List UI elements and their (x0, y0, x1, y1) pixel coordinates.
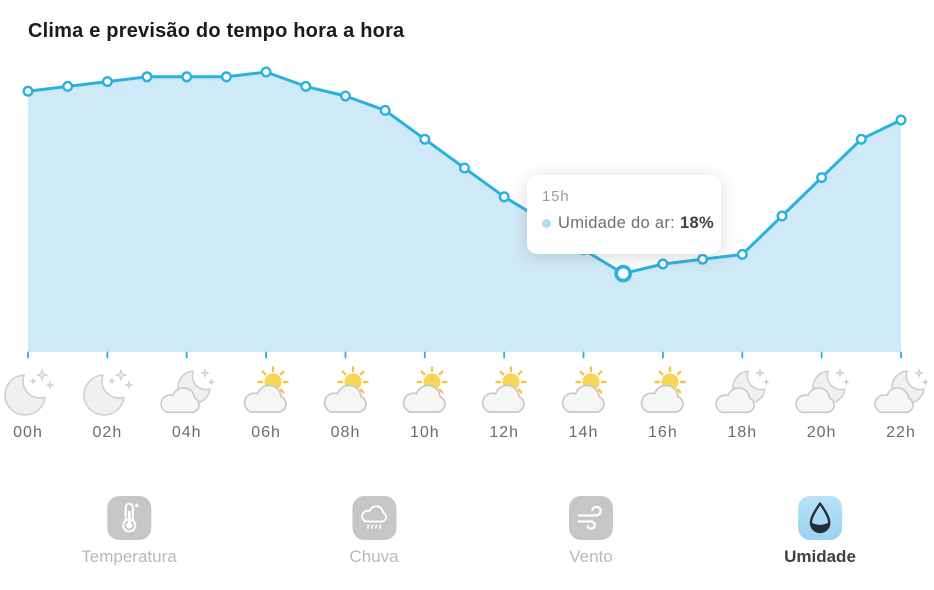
hour-label: 06h (251, 424, 281, 441)
series-dot-icon (542, 219, 551, 228)
chart-point[interactable] (379, 104, 391, 116)
chart-point[interactable] (816, 172, 828, 184)
forecast-hour-16h: 16h (630, 366, 696, 442)
wind-icon (569, 496, 613, 540)
chart-point[interactable] (459, 162, 471, 174)
chart-point[interactable] (340, 90, 352, 102)
forecast-hour-20h: 20h (789, 366, 855, 442)
hour-label: 10h (409, 424, 440, 441)
forecast-hour-04h: 04h (154, 366, 220, 442)
forecast-hour-12h: 12h (471, 366, 537, 442)
chart-line (26, 70, 903, 276)
forecast-hour-18h: 18h (709, 366, 775, 442)
x-axis-tick (741, 351, 744, 359)
x-axis-tick (503, 351, 506, 359)
forecast-hour-00h: 00h (0, 366, 61, 442)
moon-cloud-icon (794, 366, 850, 420)
chart-point[interactable] (498, 191, 510, 203)
moon-cloud-icon (159, 366, 215, 420)
sun-cloud-icon (238, 366, 294, 420)
tab-temperatura[interactable]: Temperatura (81, 496, 177, 567)
chart-point[interactable] (776, 210, 788, 222)
chart-area-fill (28, 72, 901, 352)
sun-cloud-icon (556, 366, 612, 420)
hour-label: 00h (13, 424, 43, 441)
hour-label: 12h (489, 424, 520, 441)
chart-point[interactable] (855, 133, 867, 145)
tab-label: Chuva (349, 547, 399, 566)
chart-point[interactable] (141, 71, 153, 83)
tab-chuva[interactable]: Chuva (349, 496, 399, 567)
tooltip-series-label: Umidade do ar: (558, 214, 676, 232)
chart-point[interactable] (101, 76, 113, 88)
chart-point[interactable] (22, 85, 34, 97)
x-axis-tick (900, 351, 902, 359)
chart-point[interactable] (697, 253, 709, 265)
tooltip-hour: 15h (542, 188, 570, 205)
hour-label: 16h (648, 424, 678, 441)
tooltip-value: 18% (680, 214, 714, 232)
x-axis-tick (582, 351, 585, 359)
chart-point[interactable] (419, 133, 431, 145)
forecast-hour-10h: 10h (392, 366, 458, 442)
hour-label: 08h (330, 424, 361, 441)
tab-label: Vento (569, 547, 613, 566)
chart-point[interactable] (736, 248, 748, 260)
moon-cloud-icon (873, 366, 929, 420)
x-axis-tick (423, 351, 426, 359)
moon-cloud-icon (714, 366, 770, 420)
sun-cloud-icon (476, 366, 532, 420)
x-axis-tick (265, 351, 267, 359)
tab-label: Temperatura (81, 547, 177, 566)
page-title: Clima e previsão do tempo hora a hora (28, 20, 405, 42)
forecast-hour-08h: 08h (313, 366, 379, 442)
x-axis-tick (662, 351, 664, 359)
chart-point[interactable] (260, 66, 272, 78)
chart-tooltip: 15h Umidade do ar: 18% (527, 175, 721, 254)
x-axis-tick (185, 351, 188, 359)
chart-point[interactable] (895, 114, 907, 126)
hour-label: 04h (171, 424, 202, 441)
x-axis-tick (820, 351, 823, 359)
moon-stars-icon (79, 366, 135, 420)
moon-stars-icon (0, 366, 56, 420)
hour-label: 14h (568, 424, 599, 441)
water-drop-icon (797, 496, 842, 540)
sun-cloud-icon (397, 366, 453, 420)
chart-point[interactable] (657, 258, 669, 270)
hour-label: 22h (886, 424, 916, 441)
tab-label: Umidade (784, 547, 856, 566)
tab-umidade[interactable]: Umidade (784, 496, 856, 567)
chart-point[interactable] (220, 71, 232, 83)
x-axis-tick (27, 351, 29, 359)
rain-cloud-icon (351, 496, 396, 540)
chart-point[interactable] (300, 80, 312, 92)
x-axis-tick (344, 351, 347, 359)
forecast-hour-14h: 14h (551, 366, 617, 442)
sun-cloud-icon (635, 366, 691, 420)
forecast-hour-02h: 02h (74, 366, 140, 442)
tab-vento[interactable]: Vento (569, 496, 613, 567)
chart-point-active[interactable] (614, 264, 633, 283)
sun-cloud-icon (318, 366, 374, 420)
thermometer-icon (107, 496, 151, 540)
forecast-hour-06h: 06h (233, 366, 299, 442)
hour-label: 18h (727, 424, 758, 441)
hour-label: 20h (806, 424, 837, 441)
hour-label: 02h (92, 424, 123, 441)
forecast-hour-22h: 22h (868, 366, 934, 442)
chart-point[interactable] (62, 80, 74, 92)
x-axis-tick (106, 351, 109, 359)
chart-point[interactable] (181, 71, 193, 83)
